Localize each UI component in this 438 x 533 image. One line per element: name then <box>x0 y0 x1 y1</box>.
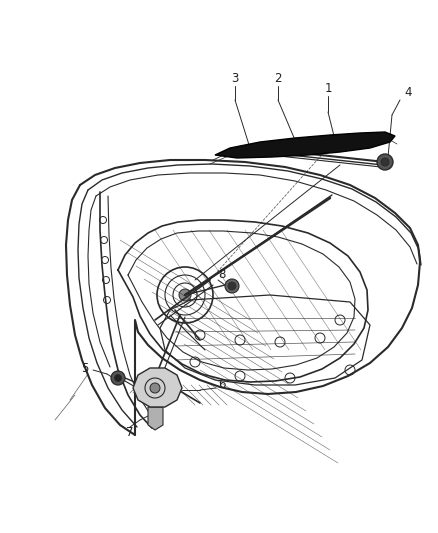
Polygon shape <box>215 132 395 158</box>
Circle shape <box>225 279 239 293</box>
Text: 5: 5 <box>81 361 88 375</box>
Text: 6: 6 <box>218 378 226 392</box>
Circle shape <box>179 289 191 301</box>
Text: 7: 7 <box>126 425 134 439</box>
Text: 8: 8 <box>218 269 226 281</box>
Text: 4: 4 <box>404 85 412 99</box>
Text: 2: 2 <box>274 71 282 85</box>
Circle shape <box>114 375 121 382</box>
Circle shape <box>150 383 160 393</box>
Circle shape <box>381 158 389 166</box>
Text: 3: 3 <box>231 71 239 85</box>
Circle shape <box>377 154 393 170</box>
Polygon shape <box>148 407 163 430</box>
Polygon shape <box>133 368 182 407</box>
Circle shape <box>228 282 236 290</box>
Text: 1: 1 <box>324 82 332 94</box>
Circle shape <box>111 371 125 385</box>
